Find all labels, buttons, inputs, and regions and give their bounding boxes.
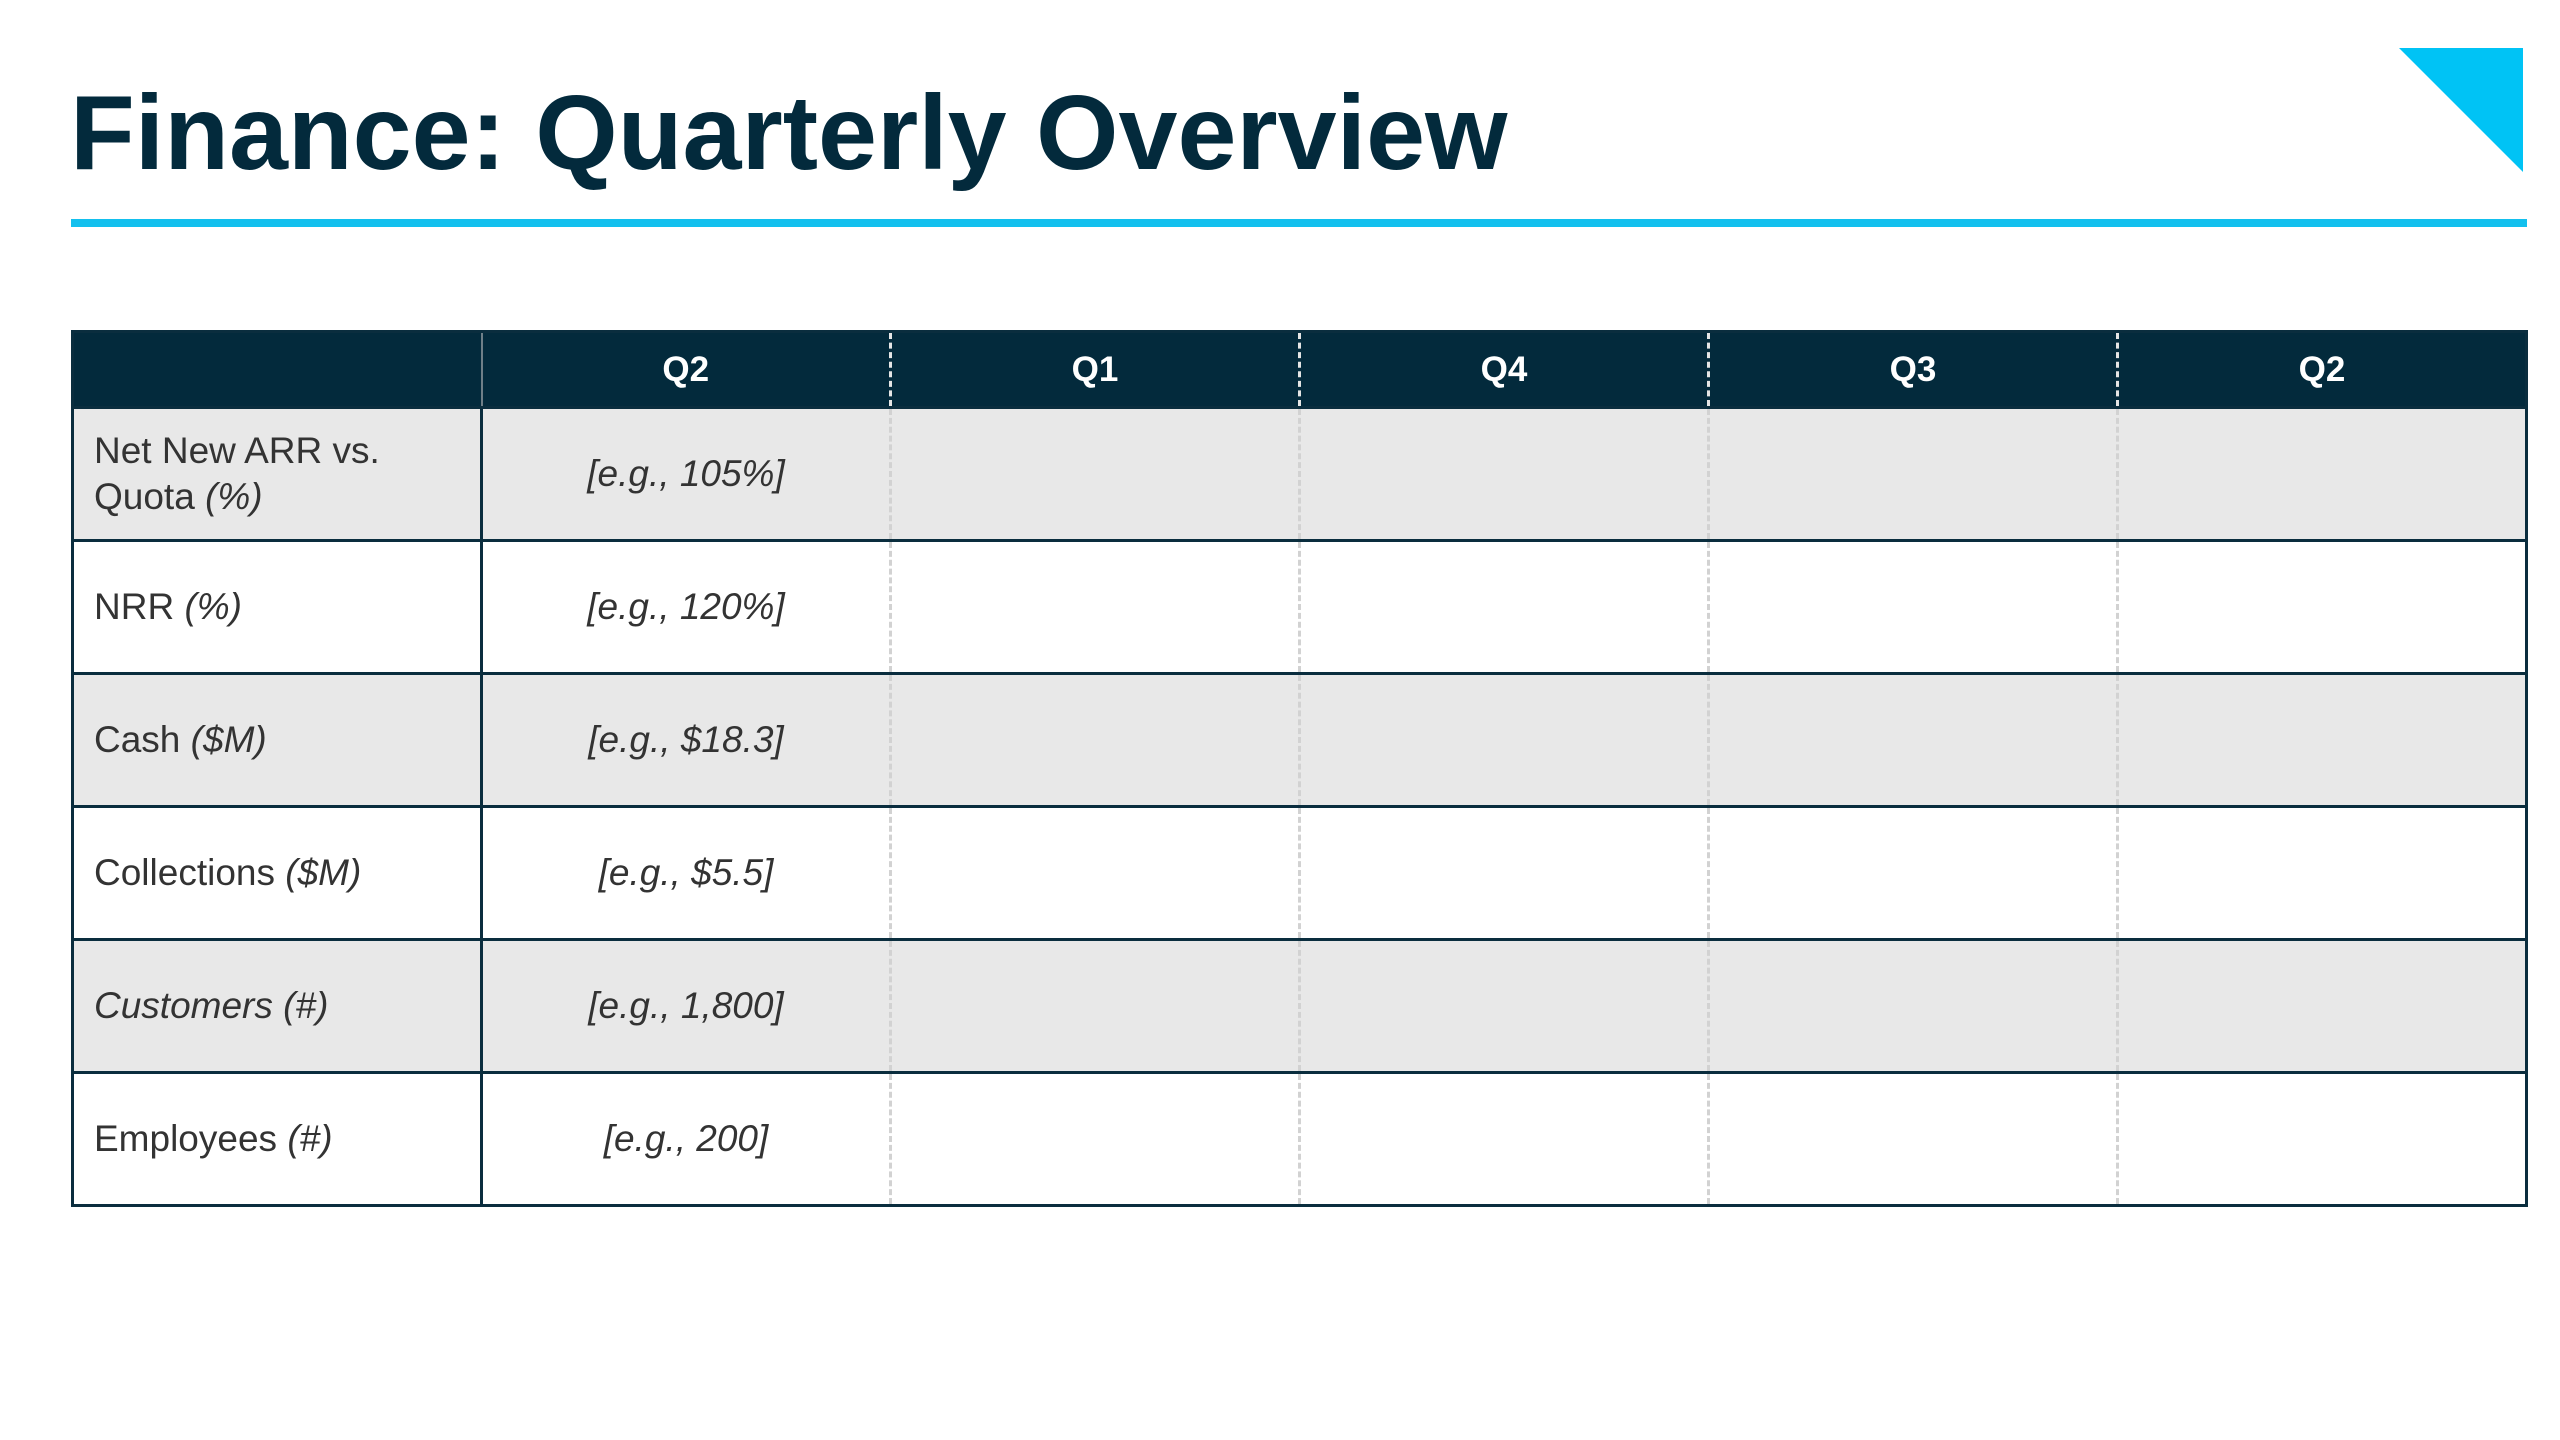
metric-name: Collections: [94, 852, 275, 893]
column-header-q3: Q3: [1707, 331, 2118, 408]
example-value[interactable]: [e.g., 105%]: [480, 407, 891, 541]
metric-label: Net New ARR vs. Quota (%): [72, 407, 483, 541]
empty-cell[interactable]: [889, 1072, 1300, 1206]
metric-name: NRR: [94, 586, 175, 627]
empty-cell[interactable]: [1298, 1072, 1709, 1206]
table-row: Collections ($M) [e.g., $5.5]: [72, 806, 2527, 940]
table-row: Customers (#) [e.g., 1,800]: [72, 939, 2527, 1073]
metric-label: Customers (#): [72, 939, 483, 1073]
empty-cell[interactable]: [2116, 407, 2527, 541]
empty-cell[interactable]: [1298, 939, 1709, 1073]
metric-unit: (#): [283, 985, 329, 1026]
table-row: Employees (#) [e.g., 200]: [72, 1072, 2527, 1206]
empty-cell[interactable]: [1707, 673, 2118, 807]
empty-cell[interactable]: [1298, 407, 1709, 541]
metric-name: Employees: [94, 1118, 278, 1159]
table-row: Cash ($M) [e.g., $18.3]: [72, 673, 2527, 807]
empty-cell[interactable]: [1707, 1072, 2118, 1206]
empty-cell[interactable]: [889, 407, 1300, 541]
empty-cell[interactable]: [889, 939, 1300, 1073]
corner-header-cell: [72, 331, 483, 408]
table-row: NRR (%) [e.g., 120%]: [72, 540, 2527, 674]
column-header-q4: Q4: [1298, 331, 1709, 408]
metric-label: NRR (%): [72, 540, 483, 674]
example-value[interactable]: [e.g., 200]: [480, 1072, 891, 1206]
table-row: Net New ARR vs. Quota (%) [e.g., 105%]: [72, 407, 2527, 541]
empty-cell[interactable]: [889, 673, 1300, 807]
empty-cell[interactable]: [889, 806, 1300, 940]
example-value[interactable]: [e.g., $5.5]: [480, 806, 891, 940]
empty-cell[interactable]: [1707, 407, 2118, 541]
metric-unit: ($M): [190, 719, 267, 760]
metric-unit: (#): [287, 1118, 333, 1159]
metric-name: Customers: [94, 985, 273, 1026]
column-header-q2-current: Q2: [480, 331, 891, 408]
empty-cell[interactable]: [2116, 1072, 2527, 1206]
metric-label: Cash ($M): [72, 673, 483, 807]
empty-cell[interactable]: [1707, 939, 2118, 1073]
metric-unit: ($M): [285, 852, 362, 893]
metric-name: Net New ARR vs. Quota: [94, 430, 380, 517]
column-header-q2-prior: Q2: [2116, 331, 2527, 408]
metric-label: Collections ($M): [72, 806, 483, 940]
empty-cell[interactable]: [2116, 939, 2527, 1073]
empty-cell[interactable]: [1298, 540, 1709, 674]
quarterly-overview-table: Q2 Q1 Q4 Q3 Q2 Net New ARR vs. Quota (%)…: [71, 330, 2528, 1207]
column-header-q1: Q1: [889, 331, 1300, 408]
empty-cell[interactable]: [2116, 806, 2527, 940]
empty-cell[interactable]: [1298, 806, 1709, 940]
empty-cell[interactable]: [889, 540, 1300, 674]
empty-cell[interactable]: [1707, 540, 2118, 674]
empty-cell[interactable]: [1298, 673, 1709, 807]
example-value[interactable]: [e.g., 1,800]: [480, 939, 891, 1073]
table-header-row: Q2 Q1 Q4 Q3 Q2: [72, 331, 2527, 408]
corner-triangle-accent: [2399, 48, 2523, 172]
metric-unit: (%): [184, 586, 242, 627]
empty-cell[interactable]: [2116, 673, 2527, 807]
empty-cell[interactable]: [1707, 806, 2118, 940]
empty-cell[interactable]: [2116, 540, 2527, 674]
example-value[interactable]: [e.g., $18.3]: [480, 673, 891, 807]
title-underline: [71, 219, 2527, 227]
metric-name: Cash: [94, 719, 181, 760]
example-value[interactable]: [e.g., 120%]: [480, 540, 891, 674]
slide-title: Finance: Quarterly Overview: [70, 74, 1508, 192]
metric-label: Employees (#): [72, 1072, 483, 1206]
metric-unit: (%): [205, 476, 263, 517]
